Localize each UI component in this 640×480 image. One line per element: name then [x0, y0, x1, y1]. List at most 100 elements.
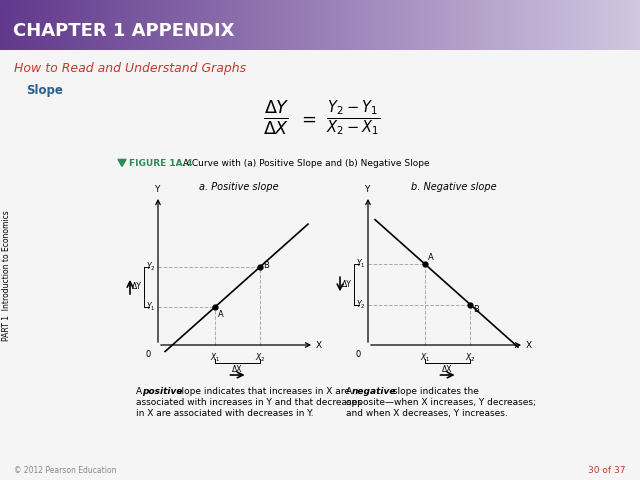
Bar — [576, 0, 578, 50]
Text: Slope: Slope — [26, 84, 63, 97]
Bar — [386, 0, 388, 50]
Bar — [469, 0, 472, 50]
Bar — [286, 0, 288, 50]
Bar — [296, 0, 299, 50]
Bar — [401, 0, 403, 50]
Bar — [252, 0, 254, 50]
Bar — [60, 0, 62, 50]
Bar — [431, 0, 433, 50]
Bar — [591, 0, 593, 50]
Bar — [452, 0, 454, 50]
Bar — [258, 0, 260, 50]
Bar — [339, 0, 341, 50]
Bar — [177, 0, 179, 50]
Text: CHAPTER 1 APPENDIX: CHAPTER 1 APPENDIX — [13, 22, 234, 40]
Text: a. Positive slope: a. Positive slope — [199, 182, 279, 192]
Bar — [81, 0, 83, 50]
Bar — [260, 0, 262, 50]
Bar — [294, 0, 296, 50]
Bar — [365, 0, 367, 50]
Bar — [416, 0, 418, 50]
Text: and when X decreases, Y increases.: and when X decreases, Y increases. — [346, 409, 508, 418]
Bar — [493, 0, 495, 50]
Bar — [420, 0, 422, 50]
Bar — [85, 0, 88, 50]
Bar — [213, 0, 216, 50]
Bar — [529, 0, 531, 50]
Bar — [21, 0, 24, 50]
Bar — [557, 0, 559, 50]
Bar — [264, 0, 267, 50]
Bar — [284, 0, 286, 50]
Bar — [326, 0, 328, 50]
Bar — [506, 0, 508, 50]
Bar — [542, 0, 544, 50]
Bar — [4, 0, 6, 50]
Bar — [220, 0, 222, 50]
Text: ΔY: ΔY — [132, 282, 142, 291]
Bar — [130, 0, 132, 50]
Bar — [621, 0, 623, 50]
Bar — [392, 0, 395, 50]
Bar — [448, 0, 450, 50]
Bar — [256, 0, 258, 50]
Bar — [634, 0, 636, 50]
Text: slope indicates the: slope indicates the — [390, 387, 479, 396]
Bar — [200, 0, 203, 50]
Bar — [269, 0, 271, 50]
Bar — [115, 0, 117, 50]
Bar — [474, 0, 476, 50]
Text: $X_2$: $X_2$ — [465, 351, 476, 363]
Text: A: A — [218, 310, 223, 319]
Bar — [173, 0, 175, 50]
Bar — [107, 0, 109, 50]
Bar — [126, 0, 128, 50]
Bar — [538, 0, 540, 50]
Bar — [602, 0, 604, 50]
Polygon shape — [118, 159, 126, 167]
Bar — [192, 0, 194, 50]
Bar — [435, 0, 437, 50]
Bar — [128, 0, 130, 50]
Bar — [30, 0, 32, 50]
Bar — [333, 0, 335, 50]
Text: 0: 0 — [146, 350, 151, 359]
Bar — [222, 0, 224, 50]
Bar — [38, 0, 40, 50]
Bar — [301, 0, 303, 50]
Bar — [491, 0, 493, 50]
Bar — [53, 0, 56, 50]
Text: opposite—when X increases, Y decreases;: opposite—when X increases, Y decreases; — [346, 398, 536, 407]
Bar — [117, 0, 120, 50]
Bar — [98, 0, 100, 50]
Bar — [418, 0, 420, 50]
Bar — [184, 0, 186, 50]
Bar — [245, 0, 248, 50]
Bar — [354, 0, 356, 50]
Bar — [574, 0, 576, 50]
Bar — [531, 0, 533, 50]
Bar — [589, 0, 591, 50]
Bar — [11, 0, 13, 50]
Bar — [480, 0, 482, 50]
Bar — [610, 0, 612, 50]
Bar — [198, 0, 200, 50]
Text: associated with increases in Y and that decreases: associated with increases in Y and that … — [136, 398, 362, 407]
Bar — [533, 0, 536, 50]
Bar — [288, 0, 290, 50]
Text: slope indicates that increases in X are: slope indicates that increases in X are — [174, 387, 350, 396]
Bar — [636, 0, 638, 50]
Bar — [147, 0, 149, 50]
Bar — [211, 0, 213, 50]
Bar — [136, 0, 139, 50]
Bar — [122, 0, 124, 50]
Bar — [593, 0, 595, 50]
Bar — [568, 0, 570, 50]
Bar — [13, 0, 15, 50]
Bar — [207, 0, 209, 50]
Bar — [484, 0, 486, 50]
Bar — [463, 0, 465, 50]
Bar — [414, 0, 416, 50]
Text: FIGURE 1A.4: FIGURE 1A.4 — [129, 159, 193, 168]
Text: © 2012 Pearson Education: © 2012 Pearson Education — [14, 466, 116, 475]
